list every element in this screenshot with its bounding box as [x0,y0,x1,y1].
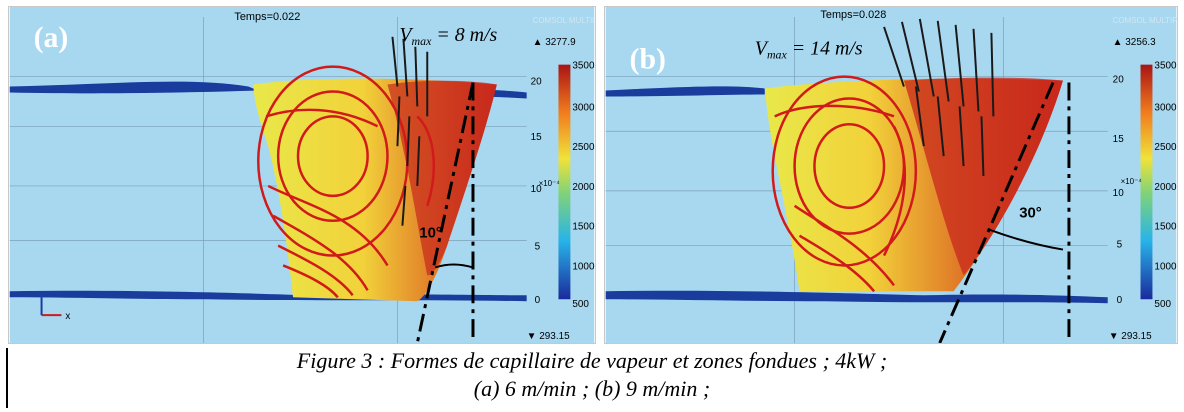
figure-panel-b: 30° (b) Temps=0.028 Vmax = 14 m/s COMSOL… [604,6,1178,344]
top-surface-band [9,81,259,94]
vmax-label: Vmax = 8 m/s [399,24,497,48]
velocity-arrows [391,36,429,226]
panel-label: (a) [34,21,69,54]
color-scale-bar [1140,64,1153,300]
angle-label: 30° [1019,206,1042,222]
svg-text:0: 0 [1117,295,1123,306]
svg-text:10: 10 [1113,188,1125,199]
y-axis-ticks: 20 15 10 5 0 ×10⁻⁴ [1113,75,1143,307]
hot-zone [387,80,497,276]
inclination-line [938,81,1055,343]
svg-text:10: 10 [531,184,543,195]
min-value: ▼ 293.15 [527,331,570,342]
time-label: Temps=0.022 [234,11,300,23]
svg-text:0: 0 [535,295,541,306]
svg-text:3500: 3500 [572,61,595,72]
vmax-label: Vmax = 14 m/s [755,38,863,62]
svg-text:500: 500 [572,299,589,310]
svg-text:2500: 2500 [572,142,595,153]
svg-text:3500: 3500 [1154,61,1177,72]
figure-caption-line1: Figure 3 : Formes de capillaire de vapeu… [296,348,888,373]
time-label: Temps=0.028 [820,9,886,21]
panel-label: (b) [630,43,666,76]
angle-arc [989,228,1064,251]
watermark: COMSOL MULTIPHYSICS [533,16,595,25]
angle-label: 10° [419,226,442,242]
simulation-image-a: 10° (a) Temps=0.022 Vmax = 8 m/s COMSOL … [9,7,595,343]
svg-text:2000: 2000 [572,182,595,193]
color-scale-ticks: 3500 3000 2500 2000 1500 1000 500 [572,61,595,311]
figure-caption-line2: (a) 6 m/min ; (b) 9 m/min ; [473,376,711,401]
svg-text:2500: 2500 [1154,142,1177,153]
top-surface-band [605,86,765,97]
color-scale-ticks: 3500 3000 2500 2000 1500 1000 500 [1154,61,1177,311]
svg-text:15: 15 [531,132,543,143]
bottom-surface-band [605,290,1108,304]
watermark: COMSOL MULTIPHYSICS [1113,16,1177,25]
svg-text:2000: 2000 [1154,182,1177,193]
streamlines [257,65,436,299]
velocity-arrows [883,18,995,177]
svg-text:5: 5 [1117,240,1123,251]
y-axis-ticks: 20 15 10 5 0 ×10⁻⁴ [531,77,561,307]
svg-text:15: 15 [1113,134,1125,145]
svg-text:1000: 1000 [1154,261,1177,272]
inclination-line [415,82,475,343]
svg-text:1000: 1000 [572,261,595,272]
axis-triad-icon: x [40,297,70,322]
svg-text:×10⁻⁴: ×10⁻⁴ [539,179,561,188]
figure-panel-a: 10° (a) Temps=0.022 Vmax = 8 m/s COMSOL … [8,6,596,344]
svg-text:1500: 1500 [572,222,595,233]
min-value: ▼ 293.15 [1109,331,1152,342]
svg-text:20: 20 [531,77,543,88]
svg-text:5: 5 [535,242,541,253]
svg-text:1500: 1500 [1154,222,1177,233]
svg-text:×10⁻⁴: ×10⁻⁴ [1121,177,1143,186]
streamlines [771,75,918,293]
svg-text:3000: 3000 [1154,102,1177,113]
caption-margin-bar [6,348,8,408]
max-value: ▲ 3277.9 [533,37,576,48]
angle-arc [434,263,474,269]
simulation-image-b: 30° (b) Temps=0.028 Vmax = 14 m/s COMSOL… [605,7,1177,343]
svg-text:x: x [65,311,70,322]
svg-text:500: 500 [1154,299,1171,310]
max-value: ▲ 3256.3 [1113,37,1156,48]
svg-text:20: 20 [1113,75,1125,86]
color-scale-bar [558,64,571,300]
svg-text:3000: 3000 [572,102,595,113]
hot-zone [903,77,1063,276]
